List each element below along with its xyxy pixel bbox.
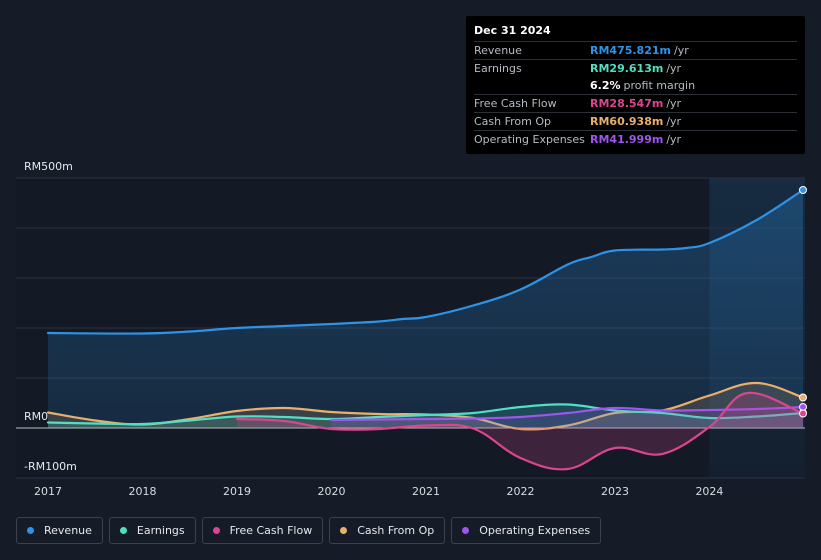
x-tick-label: 2019: [222, 485, 251, 498]
series-end-marker-opex: [799, 403, 807, 411]
legend-label: Free Cash Flow: [229, 524, 313, 537]
legend-dot-icon: [27, 527, 34, 534]
tooltip-row-earnings: Earnings RM29.613m /yr: [474, 59, 797, 77]
tooltip-row-margin: 6.2% profit margin: [474, 77, 797, 94]
legend-dot-icon: [462, 527, 470, 534]
series-area-earnings: [48, 404, 803, 428]
tooltip-row-cfo: Cash From Op RM60.938m /yr: [474, 112, 797, 130]
legend-label: Earnings: [136, 524, 185, 537]
series-end-marker-revenue: [799, 186, 807, 194]
tooltip-row-revenue: Revenue RM475.821m /yr: [474, 41, 797, 59]
tooltip-date: Dec 31 2024: [474, 24, 551, 37]
series-line-revenue: [46, 188, 805, 335]
tooltip-label: Earnings: [474, 62, 522, 75]
tooltip-row-fcf: Free Cash Flow RM28.547m /yr: [474, 94, 797, 112]
legend: Revenue Earnings Free Cash Flow Cash Fro…: [16, 517, 602, 544]
tooltip-label: Revenue: [474, 44, 522, 57]
tooltip-unit: profit margin: [623, 79, 696, 92]
legend-item-free-cash-flow[interactable]: Free Cash Flow: [201, 517, 324, 544]
tooltip-row-opex: Operating Expenses RM41.999m /yr: [474, 130, 797, 148]
series-end-marker-fcf: [799, 409, 807, 418]
legend-item-revenue[interactable]: Revenue: [16, 517, 103, 544]
tooltip-value: RM41.999m: [590, 133, 664, 146]
legend-item-operating-expenses[interactable]: Operating Expenses: [451, 517, 602, 544]
y-tick-label: RM0: [24, 410, 49, 423]
legend-item-earnings[interactable]: Earnings: [108, 517, 196, 544]
tooltip-value: RM29.613m: [590, 62, 664, 75]
tooltip-unit: /yr: [666, 97, 682, 110]
series-line-fcf: [235, 391, 805, 471]
x-tick-label: 2018: [128, 485, 157, 498]
tooltip-unit: /yr: [666, 133, 682, 146]
x-tick-label: 2020: [317, 485, 346, 498]
x-tick-label: 2024: [695, 485, 724, 498]
legend-dot-icon: [340, 527, 348, 534]
series-line-opex: [330, 405, 805, 422]
tooltip-label: Operating Expenses: [474, 133, 585, 146]
series-area-fcf: [236, 392, 804, 470]
tooltip-value: 6.2%: [590, 79, 621, 92]
legend-item-cash-from-op[interactable]: Cash From Op: [329, 517, 446, 544]
x-tick-label: 2017: [34, 485, 62, 498]
y-tick-label: -RM100m: [24, 460, 77, 473]
legend-dot-icon: [119, 527, 127, 534]
legend-dot-icon: [212, 527, 220, 534]
y-tick-label: RM500m: [24, 160, 73, 173]
tooltip-value: RM475.821m: [590, 44, 671, 57]
series-area-opex: [331, 407, 803, 428]
x-tick-label: 2022: [506, 485, 535, 498]
tooltip-unit: /yr: [666, 62, 682, 75]
tooltip: Dec 31 2024 Revenue RM475.821m /yr Earni…: [466, 16, 805, 154]
series-area-revenue: [48, 190, 803, 428]
series-end-marker-cfo: [799, 393, 807, 402]
legend-label: Cash From Op: [357, 524, 435, 537]
tooltip-label: Free Cash Flow: [474, 97, 557, 110]
series-area-cfo: [48, 382, 803, 430]
x-tick-label: 2021: [411, 485, 440, 498]
chart-area: RM500m RM0 -RM100m 2017 2018 2019 2020 2021 202…: [16, 160, 807, 498]
legend-label: Revenue: [44, 524, 92, 537]
tooltip-unit: /yr: [666, 115, 682, 128]
series-line-earnings: [46, 403, 805, 426]
tooltip-label: Cash From Op: [474, 115, 552, 128]
tooltip-value: RM28.547m: [590, 97, 664, 110]
chart-svg: [16, 177, 807, 479]
tooltip-unit: /yr: [673, 44, 689, 57]
tooltip-value: RM60.938m: [590, 115, 664, 128]
legend-label: Operating Expenses: [479, 524, 591, 537]
x-tick-label: 2023: [600, 485, 629, 498]
